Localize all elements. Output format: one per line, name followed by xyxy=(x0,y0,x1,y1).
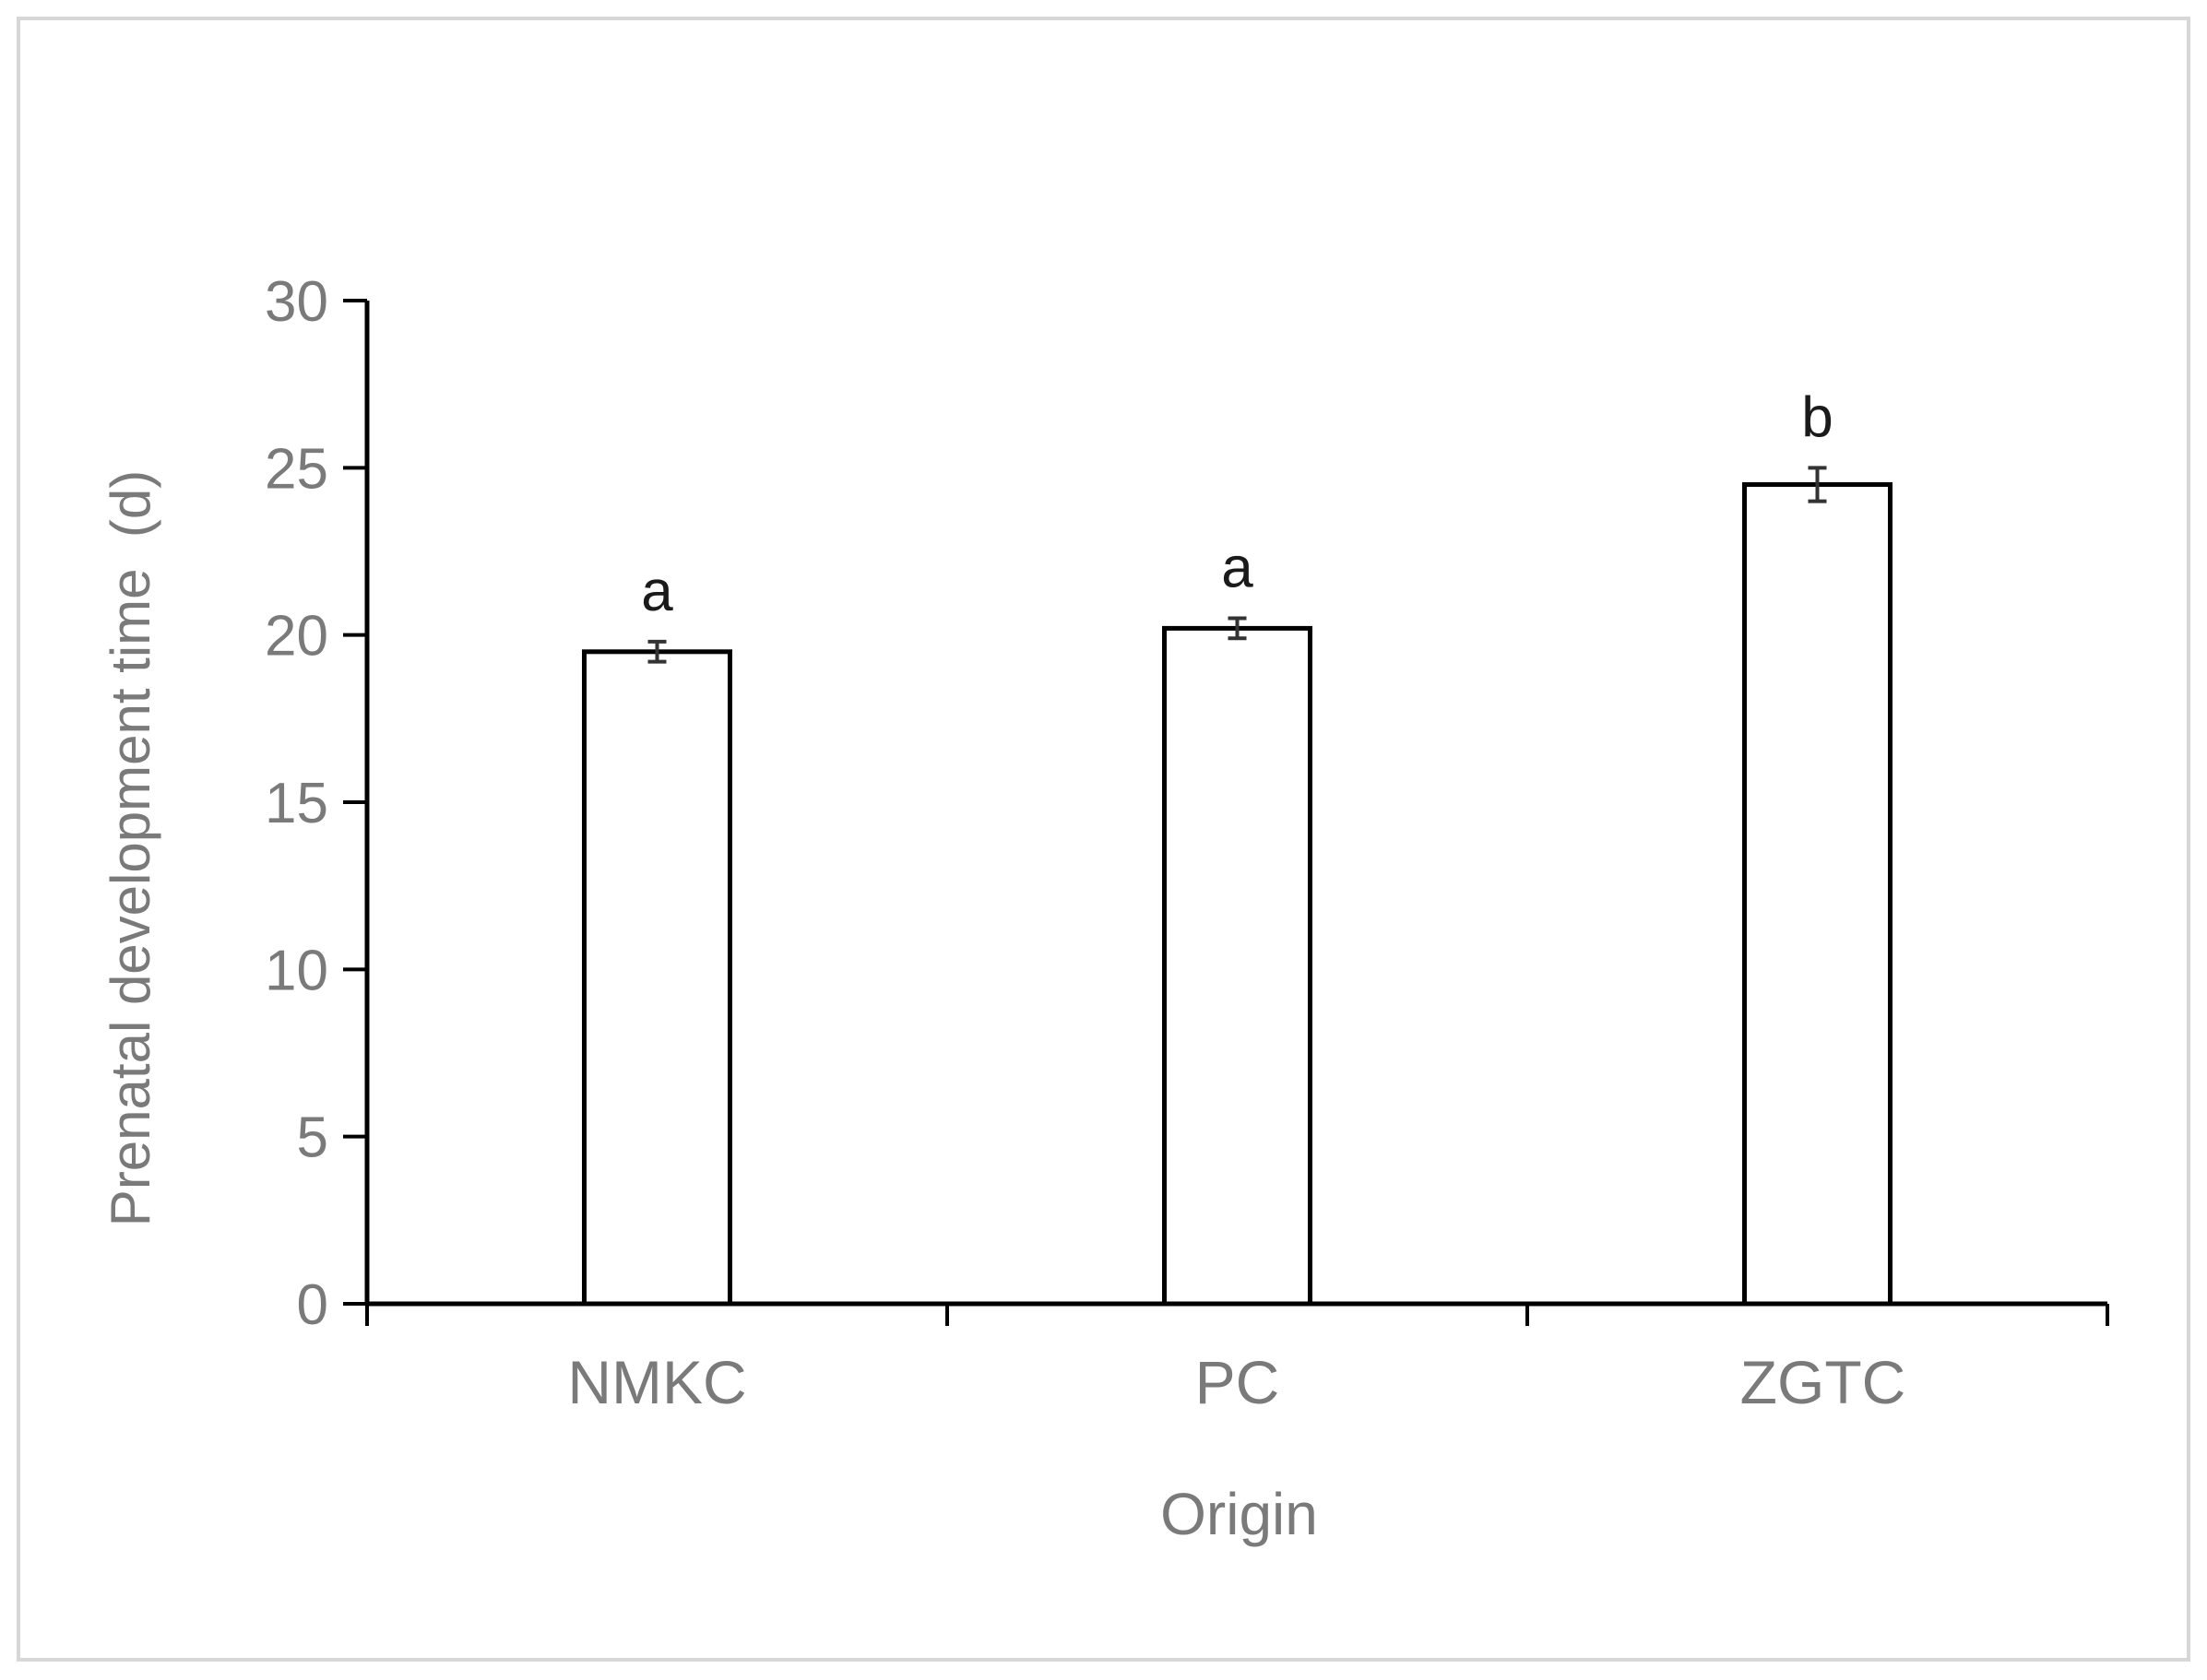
bars xyxy=(582,466,1893,1307)
y-axis-title: Prenatal development time (d) xyxy=(100,470,161,1226)
bar-nmkc xyxy=(582,649,732,1307)
y-tick-label: 20 xyxy=(265,605,328,668)
y-tick-label: 10 xyxy=(265,939,328,1002)
significance-label-pc: a xyxy=(1221,537,1253,600)
x-tick-label-nmkc: NMKC xyxy=(567,1348,746,1416)
x-tick-label-zgtc: ZGTC xyxy=(1740,1348,1906,1416)
significance-label-zgtc: b xyxy=(1801,385,1833,449)
y-tick-label: 30 xyxy=(265,270,328,334)
x-axis-title: Origin xyxy=(1160,1481,1318,1547)
y-tick-label: 0 xyxy=(297,1273,328,1337)
significance-label-nmkc: a xyxy=(641,560,673,623)
bar-zgtc xyxy=(1742,481,1893,1307)
bar-pc xyxy=(1162,625,1312,1307)
x-tick-label-pc: PC xyxy=(1195,1348,1280,1416)
labels: Prenatal development time (d) Origin a NM… xyxy=(100,385,1905,1547)
y-tick-label: 5 xyxy=(297,1106,328,1170)
y-tick-label: 15 xyxy=(265,772,328,835)
y-tick-label: 25 xyxy=(265,437,328,501)
